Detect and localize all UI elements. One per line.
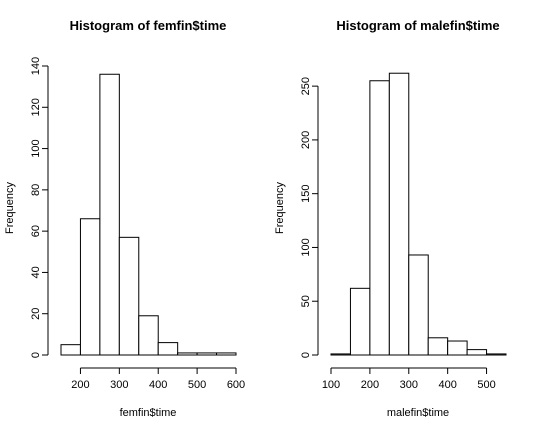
y-tick-label: 100: [300, 238, 312, 256]
histogram-bar: [486, 353, 507, 356]
y-tick-label: 0: [300, 352, 312, 358]
histogram-bar: [196, 352, 218, 356]
x-axis-label: malefin$time: [387, 407, 449, 419]
histogram-bar: [216, 352, 237, 356]
histogram-bar: [138, 315, 159, 356]
histogram-bar: [466, 349, 488, 356]
y-tick-label: 60: [30, 225, 42, 237]
chart-title: Histogram of malefin$time: [336, 18, 499, 33]
histogram-bar: [349, 287, 371, 356]
histogram-bar: [408, 254, 429, 356]
x-tick-label: 500: [188, 379, 206, 391]
histogram-bar: [99, 73, 120, 356]
bars: [60, 73, 237, 356]
y-axis-label: Frequency: [4, 182, 16, 234]
histogram-bar: [157, 342, 179, 356]
histogram-bar: [369, 80, 390, 356]
x-tick-label: 200: [361, 379, 379, 391]
histogram-bar: [388, 72, 410, 356]
x-tick-label: 100: [322, 379, 340, 391]
x-tick-label: 500: [477, 379, 495, 391]
y-tick-label: 0: [30, 352, 42, 358]
y-tick-label: 20: [30, 308, 42, 320]
histogram-bar: [447, 340, 468, 356]
chart-title: Histogram of femfin$time: [70, 18, 227, 33]
y-tick-label: 140: [30, 57, 42, 75]
y-tick-label: 50: [300, 295, 312, 307]
x-axis: 100 200 300 400 500: [322, 367, 496, 391]
bars: [330, 72, 507, 356]
histogram-bar: [79, 218, 101, 356]
y-axis: 0 50 100 150 200 250: [300, 77, 319, 358]
y-axis: 0 20 40 60 80 100 120 140: [30, 57, 49, 358]
x-tick-label: 400: [438, 379, 456, 391]
y-tick-label: 250: [300, 77, 312, 95]
x-tick-label: 300: [110, 379, 128, 391]
x-axis: 200 300 400 500 600: [71, 367, 245, 391]
y-tick-label: 120: [30, 98, 42, 116]
y-tick-label: 150: [300, 184, 312, 202]
y-tick-label: 100: [30, 139, 42, 157]
y-axis-label: Frequency: [274, 182, 286, 234]
malefin-histogram-panel: Histogram of malefin$time 100 200 300 400 50…: [274, 18, 507, 419]
x-tick-label: 300: [400, 379, 418, 391]
x-tick-label: 600: [227, 379, 245, 391]
femfin-histogram-panel: Histogram of femfin$time 200 300 400 500 600…: [4, 18, 245, 419]
histogram-bar: [118, 236, 140, 356]
y-tick-label: 200: [300, 131, 312, 149]
histogram-bar: [427, 337, 449, 356]
x-axis-label: femfin$time: [120, 407, 177, 419]
y-tick-label: 40: [30, 266, 42, 278]
x-tick-label: 200: [71, 379, 89, 391]
histogram-bar: [60, 344, 81, 356]
x-tick-label: 400: [149, 379, 167, 391]
y-tick-label: 80: [30, 184, 42, 196]
histogram-bar: [177, 352, 198, 356]
histogram-bar: [330, 353, 351, 356]
